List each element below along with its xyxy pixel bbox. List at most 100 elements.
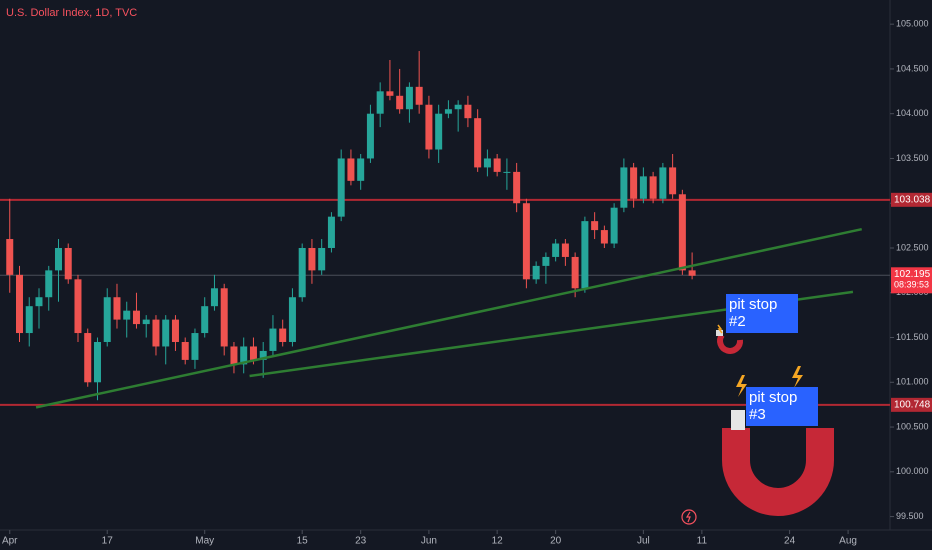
price-tag-label: 100.748	[894, 399, 931, 410]
candle-body	[688, 270, 696, 276]
candle-body	[35, 297, 43, 307]
last-price-tag	[891, 267, 932, 294]
candle-body	[181, 341, 189, 360]
candle-body	[162, 319, 170, 347]
candle-body	[639, 176, 647, 199]
candle-body	[678, 194, 686, 271]
annotation-text: pit stop	[749, 389, 797, 406]
candle-body	[620, 167, 628, 208]
x-tick-label: May	[195, 536, 214, 547]
candle-body	[93, 341, 101, 383]
candle-body	[357, 158, 365, 181]
x-tick-label: 20	[550, 536, 562, 547]
candle-body	[327, 216, 335, 248]
candle-body	[113, 297, 121, 320]
candle-body	[415, 86, 423, 105]
candle-body	[581, 221, 589, 289]
candle-body	[532, 265, 540, 280]
candle-body	[318, 247, 326, 271]
candle-body	[6, 239, 14, 275]
candle-body	[591, 221, 599, 231]
candle-body	[142, 319, 150, 325]
candle-body	[464, 104, 472, 119]
x-tick-label: 24	[784, 536, 796, 547]
x-tick-label: 23	[355, 536, 367, 547]
annotation-text: #2	[729, 313, 746, 330]
x-tick-label: 15	[297, 536, 309, 547]
candle-body	[376, 91, 384, 114]
y-tick-label: 103.500	[896, 153, 929, 163]
candle-body	[288, 297, 296, 342]
candle-body	[444, 109, 452, 114]
candle-body	[269, 328, 277, 351]
candle-body	[25, 306, 33, 334]
candle-body	[171, 319, 179, 342]
candle-body	[474, 118, 482, 168]
candle-body	[64, 247, 72, 280]
candle-body	[571, 256, 579, 289]
y-tick-label: 102.500	[896, 242, 929, 252]
y-tick-label: 101.000	[896, 377, 929, 387]
candle-body	[493, 158, 501, 172]
annotation-box	[726, 294, 798, 333]
x-tick-label: Apr	[2, 536, 18, 547]
annotation-box	[746, 387, 818, 426]
candle-body	[483, 158, 491, 168]
candle-body	[337, 158, 345, 217]
y-tick-label: 104.500	[896, 63, 929, 73]
candle-body	[220, 288, 228, 347]
candle-body	[74, 279, 82, 334]
countdown-label: 08:39:53	[894, 280, 929, 290]
candle-body	[610, 207, 618, 244]
y-tick-label: 100.500	[896, 421, 929, 431]
candle-body	[54, 247, 62, 271]
candle-body	[630, 167, 638, 199]
x-tick-label: Jul	[637, 536, 650, 547]
x-tick-label: Jun	[421, 536, 437, 547]
candle-body	[298, 247, 306, 298]
y-tick-label: 100.000	[896, 466, 929, 476]
candle-body	[132, 310, 140, 325]
candle-body	[308, 247, 316, 271]
candle-body	[405, 86, 413, 110]
price-tag	[891, 192, 932, 207]
y-tick-label: 104.000	[896, 108, 929, 118]
candle-body	[191, 333, 199, 360]
candle-body	[103, 297, 111, 342]
y-tick-label: 101.500	[896, 332, 929, 342]
candle-body	[649, 176, 657, 199]
candle-body	[259, 350, 267, 360]
candle-body	[249, 346, 257, 360]
candle-body	[552, 243, 560, 257]
candle-body	[503, 171, 511, 173]
x-tick-label: 11	[697, 536, 708, 547]
candle-body	[347, 158, 355, 181]
y-tick-label: 99.500	[896, 511, 924, 521]
x-tick-label: Aug	[839, 536, 857, 547]
candle-body	[279, 328, 287, 342]
candle-body	[435, 113, 443, 150]
lightning-icon	[681, 509, 697, 525]
candle-body	[45, 270, 53, 298]
candle-body	[600, 230, 608, 244]
x-tick-label: 17	[102, 536, 114, 547]
candle-body	[152, 319, 160, 347]
candle-body	[561, 243, 569, 257]
candle-body	[669, 167, 677, 195]
candle-body	[230, 346, 238, 365]
candle-body	[522, 203, 530, 280]
candle-body	[84, 333, 92, 383]
candle-body	[513, 171, 521, 204]
candle-body	[210, 288, 218, 307]
candle-body	[454, 104, 462, 110]
candle-body	[386, 91, 394, 96]
x-tick-label: 12	[492, 536, 504, 547]
price-tag-label: 103.038	[894, 194, 931, 205]
annotation-text: pit stop	[729, 296, 777, 313]
magnet-large	[722, 366, 834, 516]
candle-body	[659, 167, 667, 199]
trend-line	[35, 227, 862, 409]
magnet-small	[716, 324, 744, 354]
chart-title: U.S. Dollar Index, 1D, TVC	[6, 7, 137, 19]
